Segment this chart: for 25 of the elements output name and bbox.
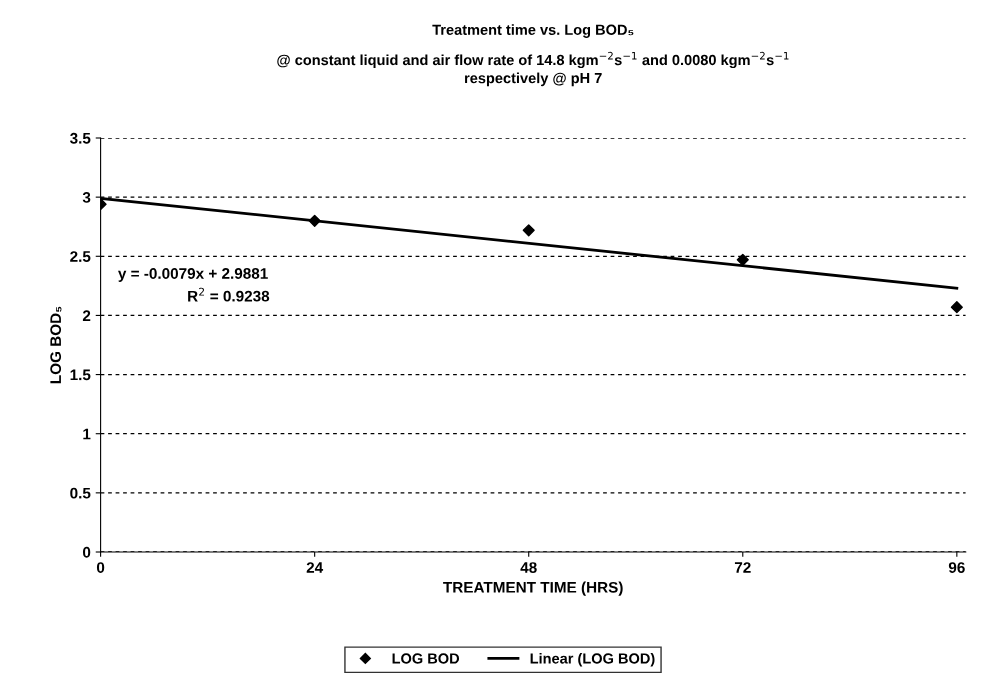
point	[522, 224, 535, 237]
point	[950, 301, 963, 314]
x-tick-label: 48	[520, 562, 537, 573]
y-axis-title: LOG BOD₅	[50, 306, 62, 384]
x-tick-label: 24	[306, 562, 324, 573]
text: @ constant liquid and air flow rate of 14.8 kgm$^{−2}$s$^{−1}$ and 0.0080 kgm$^{−2}$s$^{−1}$ respectively @ pH 7	[277, 51, 789, 87]
legend-label: LOG BOD	[392, 653, 460, 664]
y-tick-label: 3.5	[69, 132, 91, 144]
y-tick-label: 0.5	[70, 487, 91, 499]
point	[736, 253, 749, 266]
x-tick-label: 72	[734, 562, 751, 573]
annotation: y = -0.0079x + 2.9881	[118, 268, 268, 282]
annotation: R$^{2}$ = 0.9238	[188, 287, 270, 302]
legend-label: Linear (LOG BOD)	[530, 652, 655, 667]
y-tick-label: 2	[82, 310, 91, 321]
x-tick-label: 0	[96, 562, 105, 573]
y-tick-label: 0	[82, 546, 91, 558]
x-tick-label: 96	[948, 562, 965, 573]
chart-title: Treatment time vs. Log BOD₅	[432, 24, 634, 38]
point	[308, 214, 321, 227]
y-tick-label: 1	[83, 428, 91, 440]
y-tick-label: 2.5	[70, 251, 91, 262]
y-tick-label: 3	[82, 192, 91, 203]
x-axis-title: TREATMENT TIME (HRS)	[443, 581, 623, 596]
y-tick-label: 1.5	[70, 369, 91, 381]
